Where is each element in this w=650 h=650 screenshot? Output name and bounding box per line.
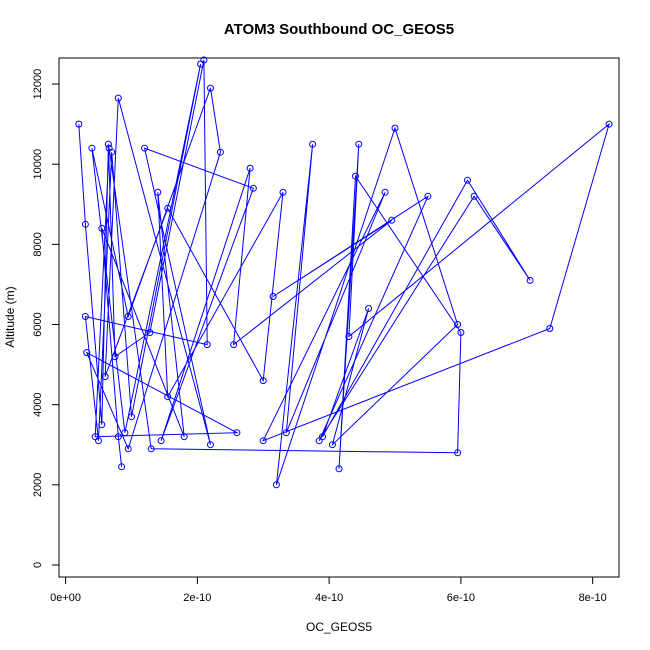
data-point <box>207 441 214 449</box>
data-point <box>141 144 149 152</box>
data-point <box>464 176 471 184</box>
data-point <box>381 188 389 196</box>
data-point <box>197 60 205 68</box>
data-point <box>315 437 323 445</box>
x-tick-label: 0e+00 <box>50 592 81 604</box>
data-point <box>249 184 257 192</box>
data-point <box>114 94 122 102</box>
data-point <box>118 463 126 471</box>
y-tick-label: 2000 <box>32 473 44 497</box>
data-point <box>124 313 132 320</box>
data-point <box>111 353 119 361</box>
plot-area-border <box>58 57 620 578</box>
y-tick-label: 6000 <box>32 312 44 336</box>
data-point <box>101 373 109 381</box>
data-point <box>164 393 172 401</box>
data-point <box>121 429 129 437</box>
y-axis: 0 2000 4000 6000 8000 10000 12000 <box>32 69 60 568</box>
data-point <box>128 413 135 421</box>
x-tick-label: 4e-10 <box>315 592 343 604</box>
chart-title: ATOM3 Southbound OC_GEOS5 <box>224 21 454 38</box>
data-point <box>282 429 290 437</box>
data-point <box>272 481 280 489</box>
x-tick-label: 2e-10 <box>183 592 211 604</box>
data-point <box>216 148 224 156</box>
data-point <box>83 349 91 357</box>
data-point <box>388 216 396 224</box>
data-point <box>180 433 188 441</box>
y-tick-label: 4000 <box>32 392 44 416</box>
data-point <box>352 172 359 180</box>
data-point <box>269 293 277 300</box>
data-point <box>454 321 462 328</box>
x-axis: 0e+00 2e-10 4e-10 6e-10 8e-10 <box>50 576 607 604</box>
data-point <box>154 188 162 196</box>
data-point <box>605 120 613 128</box>
data-point <box>147 445 155 453</box>
data-point <box>345 333 353 340</box>
y-axis-label: Altitude (m) <box>3 286 17 347</box>
data-point <box>335 465 343 473</box>
data-point <box>246 164 254 172</box>
data-point <box>81 220 89 228</box>
data-point <box>454 449 462 457</box>
data-point <box>259 437 267 445</box>
series-line <box>78 59 611 485</box>
data-point <box>104 140 112 148</box>
data-point <box>365 305 373 312</box>
data-point <box>105 144 113 152</box>
data-point <box>91 433 99 441</box>
data-point <box>391 124 399 132</box>
data-point <box>457 329 465 336</box>
data-point <box>164 204 172 212</box>
data-point <box>328 441 336 449</box>
y-tick-label: 8000 <box>32 232 44 256</box>
data-point <box>114 433 122 441</box>
data-point <box>98 224 106 232</box>
data-point <box>233 429 241 437</box>
data-point <box>470 192 478 200</box>
y-tick-label: 0 <box>32 562 44 568</box>
data-point <box>75 120 83 128</box>
data-point <box>259 377 267 385</box>
data-point <box>546 325 554 332</box>
data-point <box>309 140 317 148</box>
x-axis-label: OC_GEOS5 <box>306 620 372 634</box>
data-point <box>230 341 238 349</box>
data-point <box>124 445 132 453</box>
data-point <box>526 276 534 284</box>
data-point <box>424 192 432 200</box>
data-point <box>279 188 287 196</box>
data-point <box>355 140 363 148</box>
data-point <box>207 84 214 92</box>
data-point <box>146 329 154 336</box>
x-tick-label: 6e-10 <box>447 592 475 604</box>
data-series <box>75 56 613 489</box>
data-point <box>203 341 211 349</box>
data-point <box>157 437 165 445</box>
data-point <box>98 421 106 429</box>
y-tick-label: 10000 <box>32 149 44 180</box>
x-tick-label: 8e-10 <box>579 592 607 604</box>
y-tick-label: 12000 <box>32 69 44 100</box>
data-point <box>88 144 96 152</box>
data-point <box>81 313 89 320</box>
